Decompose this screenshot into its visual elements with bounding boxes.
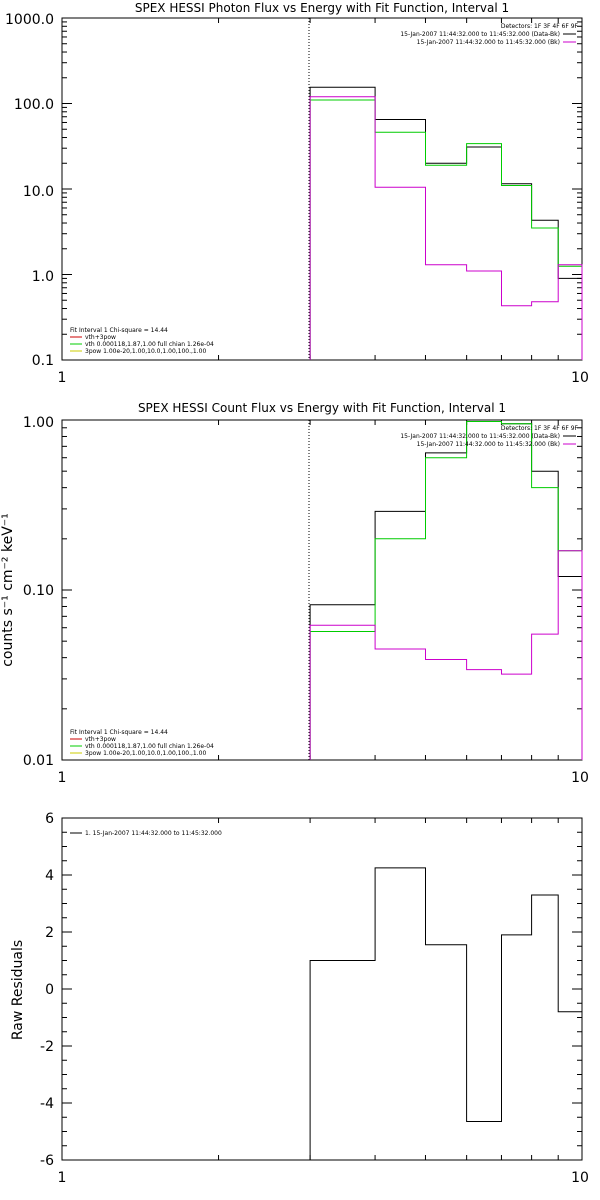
photon-flux-series-bk — [309, 96, 583, 360]
count-flux-fit-legend-2: 3pow 1.00e-20,1.00,10.0,1.00,100.,1.00 — [85, 750, 206, 757]
photon-flux-fit-legend-2: 3pow 1.00e-20,1.00,10.0,1.00,100.,1.00 — [85, 348, 206, 355]
count-flux-ytick-label-0: 0.01 — [23, 753, 54, 769]
residuals-plot-frame — [61, 817, 583, 1161]
count-flux-detectors-label: Detectors: 1F 3F 4F 6F 9F — [501, 425, 579, 432]
photon-flux-ytick-label-4: 1000.0 — [5, 12, 54, 28]
residuals-ytick-label-1: -4 — [40, 1096, 54, 1112]
residuals-ytick-label-0: -6 — [40, 1153, 54, 1169]
photon-flux-xtick-label-0: 1 — [58, 370, 67, 386]
count-flux-time-legend-0: 15-Jan-2007 11:44:32.000 to 11:45:32.000… — [400, 433, 560, 440]
photon-flux-time-legend-0: 15-Jan-2007 11:44:32.000 to 11:45:32.000… — [400, 31, 560, 38]
count-flux-time-legend-1: 15-Jan-2007 11:44:32.000 to 11:45:32.000… — [417, 441, 560, 448]
count-flux-panel: SPEX HESSI Count Flux vs Energy with Fit… — [0, 401, 589, 786]
photon-flux-detectors-label: Detectors: 1F 3F 4F 6F 9F — [501, 23, 579, 30]
photon-flux-ytick-label-0: 0.1 — [32, 353, 54, 369]
photon-flux-ytick-label-2: 10.0 — [23, 184, 54, 200]
photon-flux-fit-legend-1: vth 0.000118,1.87,1.00 full chian 1.26e-… — [85, 341, 214, 348]
residuals-xtick-label-1: 10 — [571, 1170, 589, 1186]
count-flux-fit-legend-1: vth 0.000118,1.87,1.00 full chian 1.26e-… — [85, 743, 214, 750]
residuals-y-axis-label: Raw Residuals — [10, 940, 26, 1040]
residuals-ytick-label-3: 0 — [45, 982, 54, 998]
count-flux-series-data-minus-bk — [309, 421, 583, 760]
count-flux-fit-legend-0: vth+3pow — [85, 736, 116, 743]
residuals-axis-ticks — [61, 817, 583, 1161]
photon-flux-panel: SPEX HESSI Photon Flux vs Energy with Fi… — [5, 1, 589, 386]
count-flux-xtick-label-1: 10 — [571, 770, 589, 786]
photon-flux-series-data-minus-bk — [309, 86, 583, 360]
photon-flux-ytick-label-3: 100.0 — [14, 97, 54, 113]
count-flux-ytick-label-2: 1.00 — [23, 415, 54, 431]
photon-flux-axis-ticks — [61, 17, 583, 361]
count-flux-ytick-label-1: 0.10 — [23, 583, 54, 599]
residuals-ytick-label-6: 6 — [45, 811, 54, 827]
count-flux-fit-legend-header: Fit Interval 1 Chi-square = 14.44 — [70, 729, 168, 736]
count-flux-plot-frame — [61, 419, 583, 761]
count-flux-series-bk — [309, 550, 583, 760]
residuals-legend: 1. 15-Jan-2007 11:44:32.000 to 11:45:32.… — [85, 830, 222, 837]
count-flux-axis-ticks — [61, 419, 583, 761]
photon-flux-ytick-label-1: 1.0 — [32, 269, 54, 285]
residuals-xtick-label-0: 1 — [58, 1170, 67, 1186]
count-flux-y-axis-label: counts s⁻¹ cm⁻² keV⁻¹ — [0, 513, 16, 667]
photon-flux-fit-legend-0: vth+3pow — [85, 334, 116, 341]
count-flux-series-vth — [309, 421, 583, 760]
photon-flux-fit-legend-header: Fit Interval 1 Chi-square = 14.44 — [70, 327, 168, 334]
count-flux-xtick-label-0: 1 — [58, 770, 67, 786]
photon-flux-series-vth — [309, 99, 583, 360]
residuals-ytick-label-2: -2 — [40, 1039, 54, 1055]
photon-flux-plot-frame — [61, 17, 583, 361]
photon-flux-time-legend-1: 15-Jan-2007 11:44:32.000 to 11:45:32.000… — [417, 39, 560, 46]
residuals-ytick-label-5: 4 — [45, 868, 54, 884]
photon-flux-title: SPEX HESSI Photon Flux vs Energy with Fi… — [135, 1, 509, 15]
count-flux-title: SPEX HESSI Count Flux vs Energy with Fit… — [138, 401, 506, 415]
residuals-series — [309, 867, 582, 1160]
residuals-panel: -6 -4 -2 0 2 4 6 1 10 Raw Residuals 1. 1… — [10, 811, 589, 1186]
residuals-ytick-label-4: 2 — [45, 925, 54, 941]
photon-flux-xtick-label-1: 10 — [571, 370, 589, 386]
